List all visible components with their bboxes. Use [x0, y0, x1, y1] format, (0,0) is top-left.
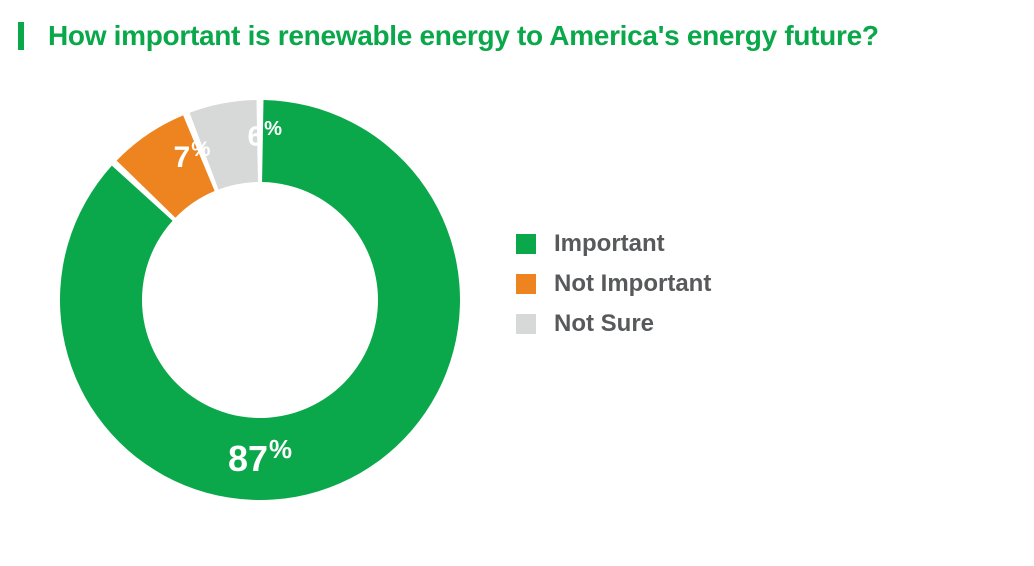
legend-label-not_important: Not Important — [554, 270, 711, 298]
percent-icon: % — [269, 436, 292, 464]
donut-value-not_important: 7% — [174, 136, 211, 175]
legend-label-important: Important — [554, 230, 665, 258]
legend-swatch-important — [516, 234, 536, 254]
chart-title: How important is renewable energy to Ame… — [48, 20, 879, 52]
donut-value-not_sure: 6% — [248, 118, 283, 152]
legend: Important Not Important Not Sure — [516, 230, 711, 350]
percent-icon: % — [191, 136, 210, 161]
donut-value-number: 7 — [174, 141, 191, 174]
legend-swatch-not_sure — [516, 314, 536, 334]
chart-title-row: How important is renewable energy to Ame… — [0, 0, 1034, 52]
legend-item-important: Important — [516, 230, 711, 258]
legend-item-not_important: Not Important — [516, 270, 711, 298]
legend-item-not_sure: Not Sure — [516, 310, 711, 338]
percent-icon: % — [264, 118, 282, 140]
legend-label-not_sure: Not Sure — [554, 310, 654, 338]
legend-swatch-not_important — [516, 274, 536, 294]
donut-value-number: 87 — [228, 438, 268, 479]
donut-value-number: 6 — [248, 120, 264, 151]
donut-value-important: 87% — [228, 436, 292, 480]
donut-chart: 87%7%6% — [60, 100, 460, 500]
title-accent-bar — [18, 22, 24, 50]
